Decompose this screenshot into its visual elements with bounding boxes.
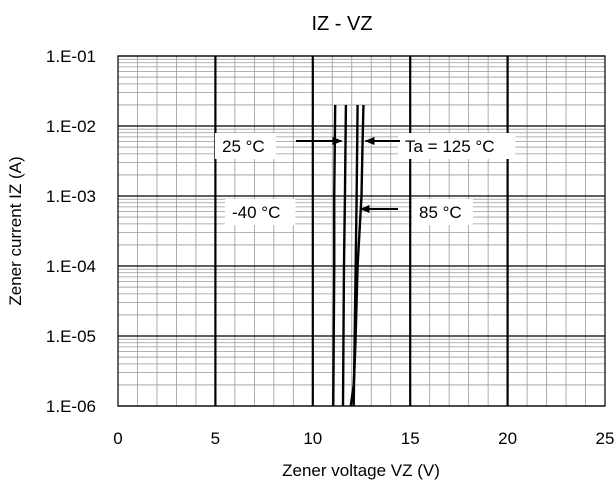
y-tick-label: 1.E-01 — [46, 47, 96, 66]
svg-text:85 °C: 85 °C — [419, 203, 462, 222]
y-tick-label: 1.E-04 — [46, 257, 96, 276]
x-tick-label: 20 — [498, 429, 517, 448]
chart-title: IZ - VZ — [311, 13, 372, 35]
annotation-label: 25 °C — [215, 133, 276, 159]
x-tick-label: 25 — [596, 429, 615, 448]
major-grid — [118, 55, 605, 407]
plot-frame — [117, 55, 606, 407]
annotation-label: Ta = 125 °C — [398, 133, 516, 159]
series-line — [341, 104, 348, 407]
svg-text:Ta = 125 °C: Ta = 125 °C — [405, 137, 495, 156]
y-tick-label: 1.E-06 — [46, 397, 96, 416]
x-tick-label: 15 — [401, 429, 420, 448]
svg-text:25 °C: 25 °C — [222, 137, 265, 156]
minor-grid — [118, 56, 605, 406]
x-axis-label: Zener voltage VZ (V) — [282, 461, 440, 480]
annotation-label: -40 °C — [225, 199, 296, 225]
y-axis-ticks: 1.E-06 1.E-05 1.E-04 1.E-03 1.E-02 1.E-01 — [46, 47, 96, 416]
y-tick-label: 1.E-02 — [46, 117, 96, 136]
x-axis-ticks: 0 5 10 15 20 25 — [113, 429, 614, 448]
series-layer — [332, 104, 365, 407]
annotation-label: 85 °C — [412, 199, 473, 225]
series-line — [349, 104, 365, 407]
svg-text:-40 °C: -40 °C — [232, 203, 280, 222]
series-line — [332, 104, 337, 407]
annotation-layer: 25 °C Ta = 125 °C -40 °C 85 °C — [215, 133, 516, 225]
y-axis-label: Zener current IZ (A) — [6, 156, 25, 305]
y-tick-label: 1.E-03 — [46, 187, 96, 206]
x-tick-label: 0 — [113, 429, 122, 448]
x-tick-label: 5 — [211, 429, 220, 448]
x-tick-label: 10 — [303, 429, 322, 448]
y-tick-label: 1.E-05 — [46, 327, 96, 346]
